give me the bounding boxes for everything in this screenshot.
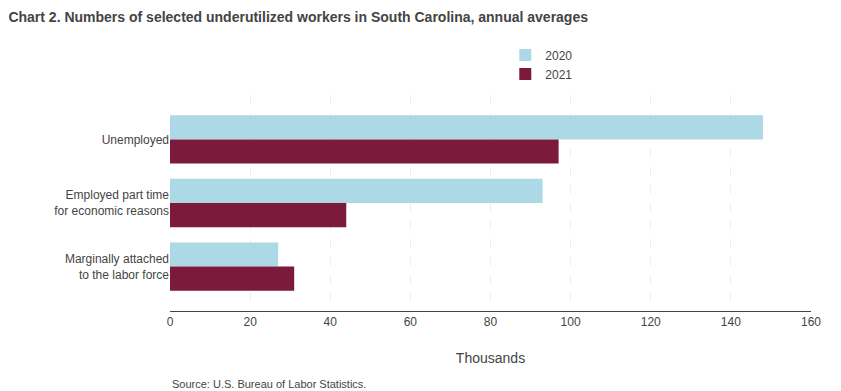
svg-text:160: 160 — [801, 315, 821, 329]
svg-text:Source: U.S. Bureau of Labor S: Source: U.S. Bureau of Labor Statistics. — [172, 378, 366, 390]
svg-text:100: 100 — [561, 315, 581, 329]
svg-text:0: 0 — [167, 315, 174, 329]
svg-text:Employed part timefor economic: Employed part timefor economic reasons — [54, 188, 169, 218]
svg-text:80: 80 — [484, 315, 498, 329]
svg-text:20: 20 — [243, 315, 257, 329]
svg-text:60: 60 — [404, 315, 418, 329]
svg-text:Marginally attachedto the labo: Marginally attachedto the labor force — [65, 252, 169, 282]
svg-text:2021: 2021 — [545, 68, 572, 82]
svg-text:Unemployed: Unemployed — [102, 133, 169, 147]
svg-text:120: 120 — [641, 315, 661, 329]
svg-text:Thousands: Thousands — [456, 350, 525, 366]
svg-text:2020: 2020 — [545, 49, 572, 63]
svg-text:40: 40 — [324, 315, 338, 329]
svg-text:Chart 2. Numbers of selected u: Chart 2. Numbers of selected underutiliz… — [8, 9, 588, 25]
svg-text:140: 140 — [721, 315, 741, 329]
